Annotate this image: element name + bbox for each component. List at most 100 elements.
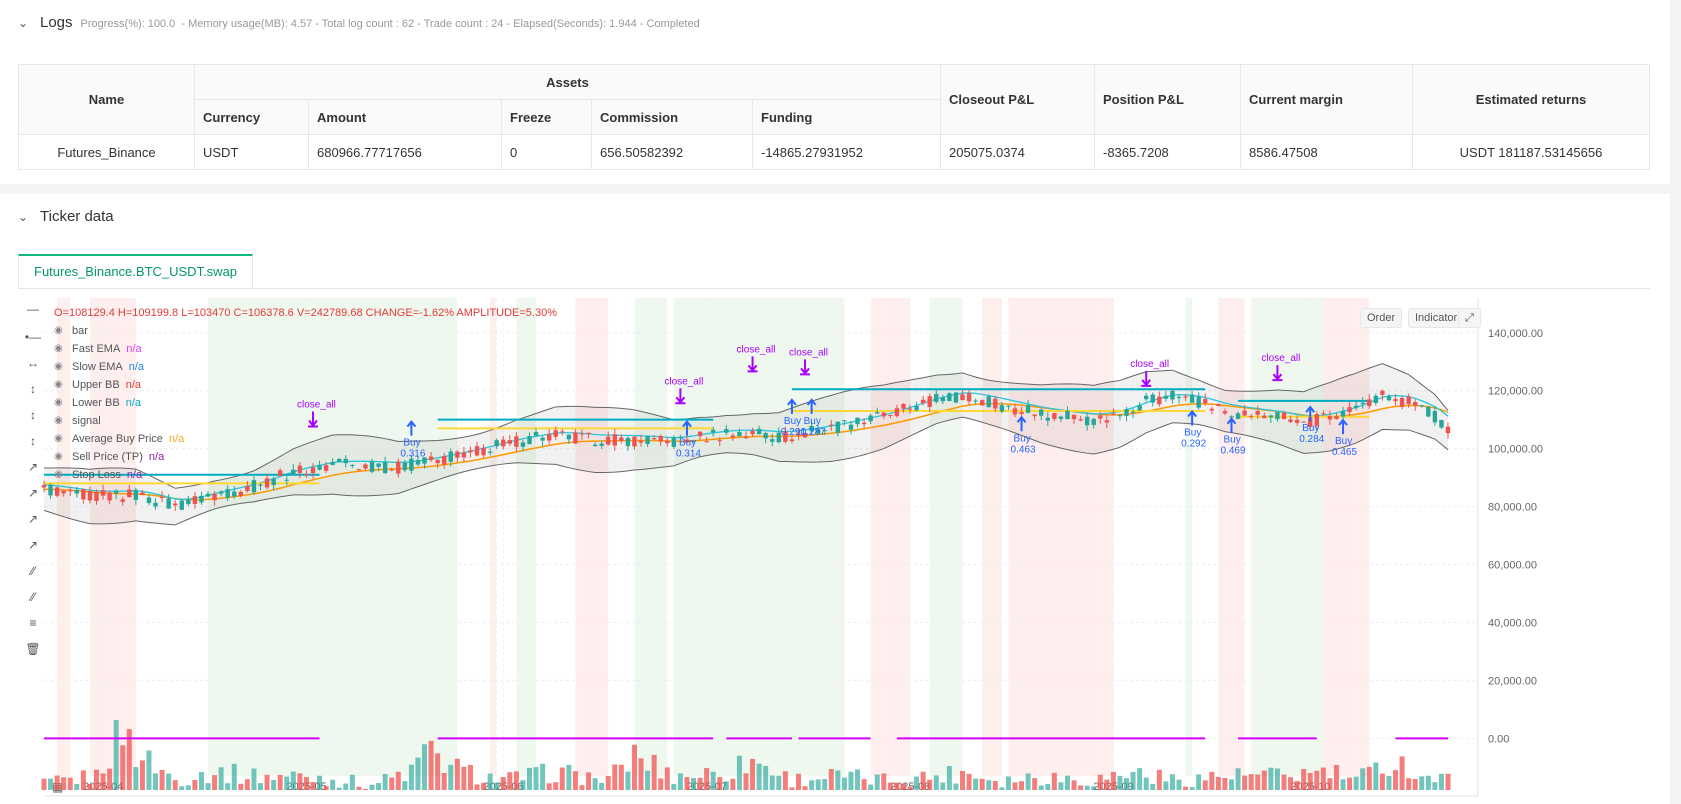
volume-bar <box>74 783 80 790</box>
y-tick-label: 40,000.00 <box>1488 617 1537 629</box>
eye-icon[interactable]: ◉ <box>54 433 63 444</box>
volume-bar <box>1340 779 1346 790</box>
volume-bar <box>1064 775 1070 790</box>
eye-icon[interactable]: ◉ <box>54 469 63 480</box>
volume-bar <box>835 770 841 790</box>
buy-label: Buy <box>804 416 821 427</box>
order-button[interactable]: Order <box>1360 308 1403 328</box>
chevron-down-icon[interactable]: ⌄ <box>18 16 29 30</box>
candle-body <box>166 498 171 509</box>
legend-item[interactable]: ◉ Stop Loss n/a <box>54 466 557 484</box>
close-all-arrow <box>1272 365 1283 382</box>
volume-bar <box>795 773 801 790</box>
candle-body <box>1203 399 1208 404</box>
eye-icon[interactable]: ◉ <box>54 343 63 354</box>
candle-body <box>291 469 296 475</box>
candle-body <box>599 443 604 446</box>
trend-band-bull <box>208 298 458 776</box>
candle-body <box>159 496 165 498</box>
candle-body <box>1412 401 1418 406</box>
volume-bar <box>454 758 460 790</box>
candle-body <box>442 455 447 465</box>
legend-label: Stop Loss <box>72 469 121 481</box>
candle-body <box>1445 426 1451 434</box>
ticker-header[interactable]: ⌄ Ticker data <box>18 208 114 225</box>
eye-icon[interactable]: ◉ <box>54 397 63 408</box>
legend-item[interactable]: ◉ Slow EMA n/a <box>54 358 557 376</box>
buy-amount-label: 0.287 <box>801 427 826 438</box>
candle-body <box>665 440 670 444</box>
volume-bar <box>802 786 808 790</box>
upper-bb-line <box>43 363 1449 489</box>
crosshair-icon[interactable]: — <box>27 302 39 316</box>
legend-item[interactable]: ◉ bar <box>54 322 557 340</box>
col-returns: Estimated returns <box>1412 64 1650 135</box>
horizontal-ray-icon[interactable]: ↔ <box>27 356 39 370</box>
candle-body <box>1170 390 1175 400</box>
price-chart[interactable]: 140,000.00 120,000.00 100,000.00 80,000.00 6… <box>18 298 1650 798</box>
volume-bar <box>599 782 605 790</box>
candle-body <box>1229 416 1234 418</box>
horizontal-line-icon[interactable]: •— <box>24 330 42 344</box>
candle-body <box>1183 396 1188 398</box>
eye-icon[interactable]: ◉ <box>54 379 63 390</box>
volume-bar <box>330 779 336 790</box>
chart-area[interactable]: 140,000.00 120,000.00 100,000.00 80,000.00 6… <box>18 298 1650 798</box>
buy-arrow <box>787 398 797 414</box>
candle-body <box>829 424 834 426</box>
ray-line-icon[interactable]: ↗ <box>27 486 39 500</box>
trend-line-icon[interactable]: ↗ <box>27 460 39 474</box>
buy-amount-label: 0.291 <box>781 427 806 438</box>
candle-body <box>691 440 696 443</box>
candle-body <box>337 458 342 462</box>
candle-body <box>1386 395 1392 401</box>
volume-bar <box>402 781 408 790</box>
buy-label: Buy <box>1335 436 1352 447</box>
chevron-down-icon[interactable]: ⌄ <box>18 210 29 224</box>
legend-item[interactable]: ◉ Sell Price (TP) n/a <box>54 448 557 466</box>
legend-item[interactable]: ◉ Fast EMA n/a <box>54 340 557 358</box>
logs-header[interactable]: ⌄ Logs Progress(%): 100.0 - Memory usage… <box>18 14 700 31</box>
legend-item[interactable]: ◉ Lower BB n/a <box>54 394 557 412</box>
price-range-icon[interactable]: ↕ <box>30 434 36 448</box>
segment-icon[interactable]: ↗ <box>27 512 39 526</box>
eye-icon[interactable]: ◉ <box>54 415 63 426</box>
volume-bar <box>540 763 546 790</box>
indicator-button[interactable]: Indicator <box>1408 308 1465 328</box>
legend-value: n/a <box>126 343 142 355</box>
fullscreen-icon[interactable]: ⤢ <box>1458 308 1481 328</box>
cell-closeout: 205075.0374 <box>940 134 1095 170</box>
legend-item[interactable]: ◉ signal <box>54 412 557 430</box>
legend-item[interactable]: ◉ Average Buy Price n/a <box>54 430 557 448</box>
candle-body <box>435 459 440 464</box>
volume-bar <box>782 771 788 790</box>
vertical-segment-icon[interactable]: ↕ <box>30 408 36 422</box>
candle-body <box>730 435 736 438</box>
text-annotation-icon[interactable]: ↗ <box>27 538 39 552</box>
close-all-label: close_all <box>1130 359 1169 370</box>
vertical-line-icon[interactable]: ↕ <box>30 382 36 396</box>
volume-bar <box>1248 774 1254 790</box>
candle-body <box>41 485 47 488</box>
volume-bar <box>520 780 526 790</box>
eye-icon[interactable]: ◉ <box>54 325 63 336</box>
legend-item[interactable]: ◉ Upper BB n/a <box>54 376 557 394</box>
drawing-toolbar: — •— ↔ ↕ ↕ ↕ ↗ ↗ ↗ ↗ ⁄⁄ ⁄⁄ ≡ 🗑 <box>18 298 48 798</box>
volume-bar <box>828 769 834 790</box>
buy-arrow <box>1016 415 1027 432</box>
trash-icon[interactable]: 🗑 <box>25 642 41 656</box>
legend-label: Upper BB <box>72 379 120 391</box>
fib-retracement-icon[interactable]: ≡ <box>29 616 37 630</box>
volume-bar <box>658 778 664 790</box>
parallel-channel-icon[interactable]: ⁄⁄ <box>30 564 35 578</box>
eye-icon[interactable]: ◉ <box>54 361 63 372</box>
y-tick-label: 0.00 <box>1488 733 1509 745</box>
fib-fan-icon[interactable]: ⁄⁄ <box>30 590 35 604</box>
trend-band-bear <box>57 298 71 776</box>
volume-bar <box>526 767 532 790</box>
eye-icon[interactable]: ◉ <box>54 451 63 462</box>
volume-bar <box>763 765 769 790</box>
volume-bar <box>500 776 506 790</box>
tab-btc-usdt-swap[interactable]: Futures_Binance.BTC_USDT.swap <box>18 254 254 288</box>
volume-bar <box>1327 778 1333 790</box>
